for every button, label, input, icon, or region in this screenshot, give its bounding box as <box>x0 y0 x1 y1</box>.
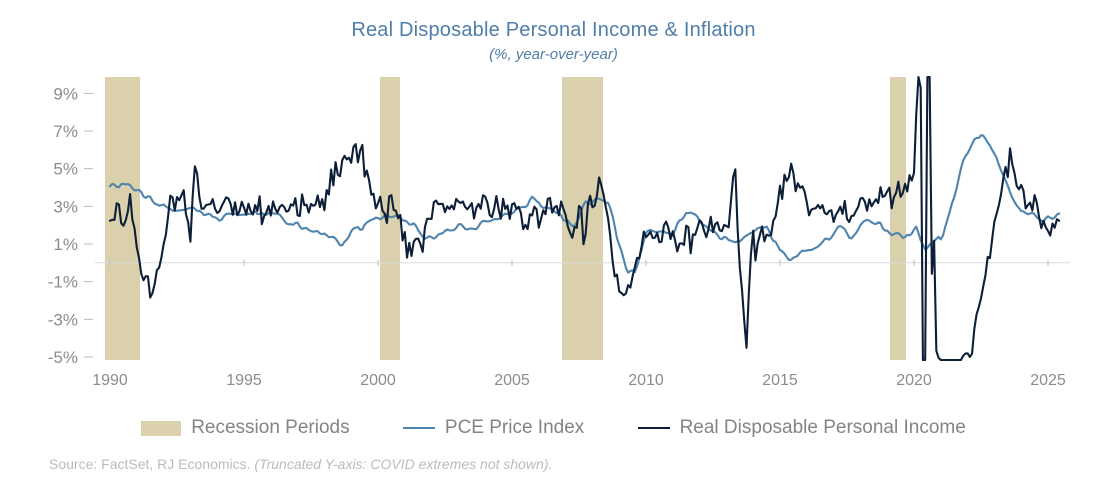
svg-text:1995: 1995 <box>226 372 262 389</box>
svg-text:1%: 1% <box>53 235 78 254</box>
svg-text:-3%: -3% <box>48 310 78 329</box>
svg-text:2010: 2010 <box>628 372 664 389</box>
svg-text:7%: 7% <box>53 122 78 141</box>
svg-text:2000: 2000 <box>360 372 396 389</box>
svg-text:3%: 3% <box>53 197 78 216</box>
svg-text:2025: 2025 <box>1030 372 1066 389</box>
svg-text:2005: 2005 <box>494 372 530 389</box>
svg-text:5%: 5% <box>53 160 78 179</box>
svg-text:-5%: -5% <box>48 348 78 367</box>
svg-text:9%: 9% <box>53 84 78 103</box>
svg-text:1990: 1990 <box>92 372 128 389</box>
svg-text:-1%: -1% <box>48 273 78 292</box>
svg-text:2020: 2020 <box>896 372 932 389</box>
svg-text:2015: 2015 <box>762 372 798 389</box>
